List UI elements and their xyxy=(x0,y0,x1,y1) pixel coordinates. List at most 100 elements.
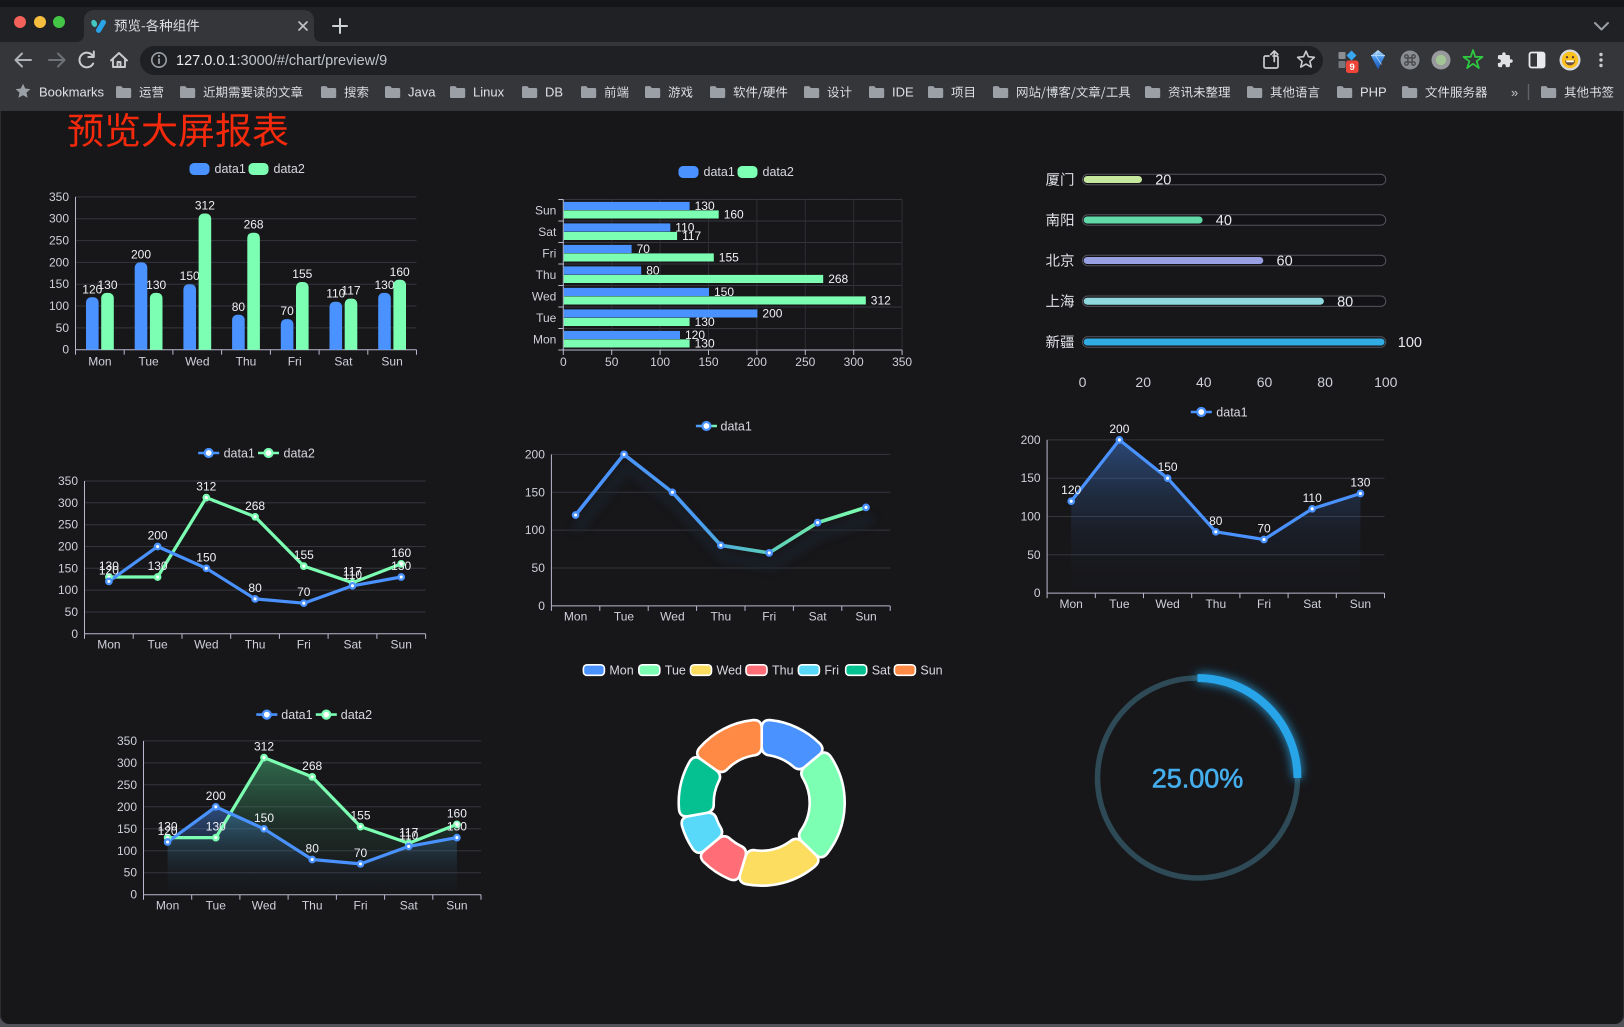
svg-text:155: 155 xyxy=(292,267,312,281)
svg-text:120: 120 xyxy=(1061,483,1081,497)
svg-text:Linux: Linux xyxy=(473,85,505,100)
svg-text:Sun: Sun xyxy=(391,638,412,652)
svg-text:70: 70 xyxy=(354,846,368,860)
svg-text:250: 250 xyxy=(117,778,137,792)
svg-text:data2: data2 xyxy=(284,446,315,460)
svg-text:200: 200 xyxy=(1109,422,1129,436)
svg-text:100: 100 xyxy=(117,844,137,858)
svg-text:20: 20 xyxy=(1135,374,1151,390)
svg-text:Wed: Wed xyxy=(532,290,556,304)
svg-text:Thu: Thu xyxy=(302,899,323,913)
svg-text:Thu: Thu xyxy=(536,268,557,282)
svg-text:Sat: Sat xyxy=(343,638,362,652)
svg-text:Tue: Tue xyxy=(1109,597,1130,611)
svg-text:312: 312 xyxy=(195,199,215,213)
svg-text:»: » xyxy=(1511,85,1518,100)
svg-text:300: 300 xyxy=(844,355,864,369)
svg-text:200: 200 xyxy=(206,789,226,803)
svg-text:Sat: Sat xyxy=(334,355,353,369)
svg-text:130: 130 xyxy=(695,315,715,329)
svg-text:Fri: Fri xyxy=(542,247,556,261)
svg-text:120: 120 xyxy=(158,824,178,838)
svg-text:Sun: Sun xyxy=(920,664,942,678)
svg-text:150: 150 xyxy=(525,485,545,499)
svg-text:Sun: Sun xyxy=(535,204,556,218)
svg-text:80: 80 xyxy=(1317,374,1333,390)
svg-text:130: 130 xyxy=(374,278,394,292)
svg-text:Mon: Mon xyxy=(533,333,556,347)
svg-text:110: 110 xyxy=(399,828,418,842)
svg-text:130: 130 xyxy=(695,337,715,351)
svg-text:150: 150 xyxy=(49,277,69,291)
svg-text:80: 80 xyxy=(646,264,660,278)
svg-text:350: 350 xyxy=(58,474,78,488)
svg-text:117: 117 xyxy=(343,565,362,579)
svg-text:0: 0 xyxy=(560,355,567,369)
svg-text:40: 40 xyxy=(1196,374,1212,390)
svg-text:155: 155 xyxy=(294,548,314,562)
svg-text:60: 60 xyxy=(1277,254,1293,270)
svg-text:data2: data2 xyxy=(341,708,372,722)
svg-text:Tue: Tue xyxy=(206,899,227,913)
svg-text:200: 200 xyxy=(525,447,545,461)
svg-text:50: 50 xyxy=(1027,548,1041,562)
svg-text:Sat: Sat xyxy=(872,664,891,678)
svg-text:70: 70 xyxy=(637,242,651,256)
svg-text:268: 268 xyxy=(244,218,264,232)
svg-text:250: 250 xyxy=(49,234,69,248)
svg-text:80: 80 xyxy=(1337,294,1353,310)
svg-text:268: 268 xyxy=(245,499,265,513)
svg-text:DB: DB xyxy=(545,85,563,100)
svg-text:100: 100 xyxy=(1021,510,1041,524)
svg-text:100: 100 xyxy=(1374,374,1398,390)
svg-text:150: 150 xyxy=(180,269,200,283)
svg-text:Sun: Sun xyxy=(855,610,876,624)
svg-text:100: 100 xyxy=(58,583,78,597)
svg-text:60: 60 xyxy=(1257,374,1273,390)
svg-text:Wed: Wed xyxy=(194,638,218,652)
svg-text:data2: data2 xyxy=(763,165,794,179)
svg-text:Java: Java xyxy=(408,85,436,100)
svg-text:200: 200 xyxy=(131,247,151,261)
svg-text:Wed: Wed xyxy=(252,899,276,913)
svg-text:0: 0 xyxy=(1034,586,1041,600)
svg-text:150: 150 xyxy=(117,822,137,836)
svg-text:Fri: Fri xyxy=(1257,597,1271,611)
svg-text:Thu: Thu xyxy=(236,355,257,369)
svg-text:Sat: Sat xyxy=(809,610,828,624)
svg-text:Fri: Fri xyxy=(354,899,368,913)
svg-text:data2: data2 xyxy=(274,162,305,176)
svg-text:117: 117 xyxy=(341,284,360,298)
svg-text:200: 200 xyxy=(58,540,78,554)
svg-text:PHP: PHP xyxy=(1360,85,1387,100)
svg-text:120: 120 xyxy=(99,563,119,577)
svg-text:100: 100 xyxy=(650,355,670,369)
svg-text:117: 117 xyxy=(399,825,418,839)
svg-text:50: 50 xyxy=(56,321,70,335)
svg-text:130: 130 xyxy=(97,278,117,292)
svg-text:0: 0 xyxy=(538,599,545,613)
svg-text:50: 50 xyxy=(65,605,79,619)
svg-text:Fri: Fri xyxy=(297,638,311,652)
svg-text:110: 110 xyxy=(1303,491,1322,505)
svg-text:data1: data1 xyxy=(215,162,246,176)
svg-text:150: 150 xyxy=(196,550,216,564)
svg-text:100: 100 xyxy=(525,523,545,537)
svg-text:300: 300 xyxy=(49,212,69,226)
svg-text:300: 300 xyxy=(58,496,78,510)
svg-text:50: 50 xyxy=(532,561,546,575)
svg-text:Sat: Sat xyxy=(400,899,419,913)
svg-text:Wed: Wed xyxy=(1155,597,1179,611)
svg-text:130: 130 xyxy=(1350,476,1370,490)
svg-text:data1: data1 xyxy=(704,165,735,179)
svg-text:200: 200 xyxy=(762,307,782,321)
svg-text:Tue: Tue xyxy=(147,638,168,652)
svg-text:117: 117 xyxy=(682,229,701,243)
svg-text:data1: data1 xyxy=(224,446,255,460)
svg-text:50: 50 xyxy=(605,355,619,369)
svg-text:0: 0 xyxy=(62,343,69,357)
svg-text:160: 160 xyxy=(391,546,411,560)
svg-text:200: 200 xyxy=(747,355,767,369)
svg-text:250: 250 xyxy=(795,355,815,369)
svg-text:Sun: Sun xyxy=(1350,597,1371,611)
